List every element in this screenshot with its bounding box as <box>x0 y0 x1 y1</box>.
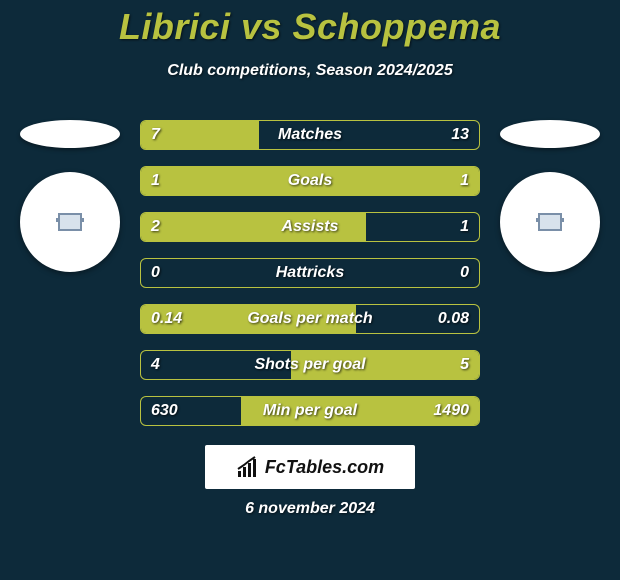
stat-label: Goals per match <box>141 305 479 333</box>
stat-row-matches: 7 Matches 13 <box>140 120 480 150</box>
stat-right-value: 0.08 <box>438 305 469 333</box>
stat-row-goals-per-match: 0.14 Goals per match 0.08 <box>140 304 480 334</box>
stat-label: Hattricks <box>141 259 479 287</box>
stat-row-shots-per-goal: 4 Shots per goal 5 <box>140 350 480 380</box>
stat-row-goals: 1 Goals 1 <box>140 166 480 196</box>
stat-label: Assists <box>141 213 479 241</box>
stat-label: Matches <box>141 121 479 149</box>
brand-badge: FcTables.com <box>205 445 415 489</box>
stat-right-value: 13 <box>451 121 469 149</box>
stat-right-value: 1 <box>460 167 469 195</box>
stat-row-hattricks: 0 Hattricks 0 <box>140 258 480 288</box>
stat-row-assists: 2 Assists 1 <box>140 212 480 242</box>
brand-logo-icon <box>236 455 262 479</box>
stats-area: 7 Matches 13 1 Goals 1 2 Assists 1 0 Hat… <box>0 120 620 442</box>
stat-label: Shots per goal <box>141 351 479 379</box>
page-title: Librici vs Schoppema <box>0 0 620 48</box>
stat-label: Goals <box>141 167 479 195</box>
stat-right-value: 1 <box>460 213 469 241</box>
date-text: 6 november 2024 <box>0 500 620 518</box>
brand-text: FcTables.com <box>265 457 384 478</box>
stat-right-value: 0 <box>460 259 469 287</box>
stat-right-value: 5 <box>460 351 469 379</box>
page-subtitle: Club competitions, Season 2024/2025 <box>0 62 620 80</box>
stat-label: Min per goal <box>141 397 479 425</box>
stat-right-value: 1490 <box>433 397 469 425</box>
stat-row-min-per-goal: 630 Min per goal 1490 <box>140 396 480 426</box>
